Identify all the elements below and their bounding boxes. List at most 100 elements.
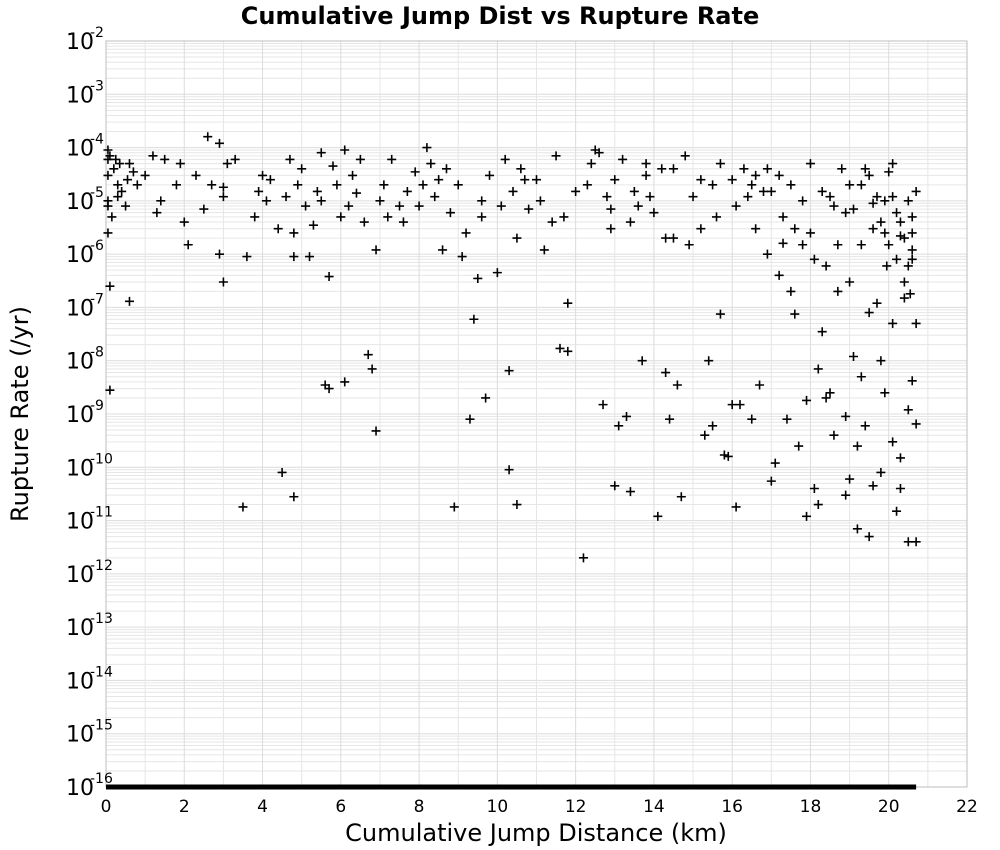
y-axis-ticks: 10-210-310-410-510-610-710-810-910-1010-… xyxy=(66,25,113,801)
data-point xyxy=(825,388,835,398)
data-point xyxy=(258,170,268,180)
data-point xyxy=(719,450,729,460)
data-point xyxy=(809,483,819,493)
data-point xyxy=(798,240,808,250)
data-point xyxy=(238,502,248,512)
data-point xyxy=(610,175,620,185)
data-point xyxy=(868,224,878,234)
data-point xyxy=(618,154,628,164)
data-point xyxy=(481,393,491,403)
data-point xyxy=(289,492,299,502)
y-tick-exponent: -7 xyxy=(90,291,104,307)
data-point xyxy=(387,154,397,164)
data-point xyxy=(289,252,299,262)
data-point xyxy=(903,261,913,271)
data-point xyxy=(152,208,162,218)
y-axis-label: Rupture Rate (/yr) xyxy=(6,306,34,522)
data-point xyxy=(124,159,134,169)
data-point xyxy=(578,553,588,563)
data-point xyxy=(723,451,733,461)
data-point xyxy=(758,186,768,196)
y-tick: 10-10 xyxy=(66,451,113,481)
data-point xyxy=(731,502,741,512)
data-point xyxy=(696,224,706,234)
data-point xyxy=(817,186,827,196)
data-point xyxy=(132,180,142,190)
data-point xyxy=(872,192,882,202)
data-point xyxy=(359,217,369,227)
data-point xyxy=(191,170,201,180)
data-point xyxy=(379,180,389,190)
data-point xyxy=(629,186,639,196)
data-point xyxy=(641,170,651,180)
data-point xyxy=(285,154,295,164)
data-point xyxy=(207,180,217,190)
data-point xyxy=(113,180,123,190)
data-point xyxy=(849,351,859,361)
data-point xyxy=(751,224,761,234)
data-point xyxy=(461,228,471,238)
data-point xyxy=(109,164,119,174)
data-point xyxy=(107,212,117,222)
y-tick: 10-6 xyxy=(66,238,104,268)
data-point xyxy=(422,143,432,153)
data-point xyxy=(888,318,898,328)
data-point xyxy=(261,196,271,206)
y-tick-base: 10 xyxy=(66,456,94,481)
data-point xyxy=(340,145,350,155)
data-point xyxy=(735,400,745,410)
data-point xyxy=(426,159,436,169)
data-point xyxy=(676,492,686,502)
data-point xyxy=(477,196,487,206)
data-point xyxy=(606,224,616,234)
data-point xyxy=(214,249,224,259)
data-point xyxy=(747,414,757,424)
data-point xyxy=(888,159,898,169)
data-point xyxy=(762,249,772,259)
y-tick: 10-9 xyxy=(66,398,104,428)
y-tick-exponent: -8 xyxy=(90,345,104,361)
data-point xyxy=(160,154,170,164)
data-point xyxy=(895,483,905,493)
x-tick-label: 20 xyxy=(878,797,900,817)
x-tick-label: 22 xyxy=(956,797,978,817)
y-tick-base: 10 xyxy=(66,137,94,162)
data-point xyxy=(672,380,682,390)
data-point xyxy=(128,167,138,177)
data-point xyxy=(222,159,232,169)
data-point xyxy=(856,240,866,250)
data-point xyxy=(492,268,502,278)
data-point xyxy=(590,145,600,155)
data-point xyxy=(203,132,213,142)
data-point xyxy=(242,252,252,262)
data-point xyxy=(465,414,475,424)
x-tick-label: 18 xyxy=(800,797,822,817)
data-point xyxy=(336,212,346,222)
data-point xyxy=(512,500,522,510)
data-point xyxy=(747,180,757,190)
data-point xyxy=(171,180,181,190)
y-tick: 10-5 xyxy=(66,185,104,215)
data-point xyxy=(888,437,898,447)
data-point xyxy=(905,289,915,299)
data-point xyxy=(148,151,158,161)
y-tick-base: 10 xyxy=(66,776,94,801)
x-axis-label: Cumulative Jump Distance (km) xyxy=(345,819,727,847)
data-point xyxy=(739,164,749,174)
data-point xyxy=(111,154,121,164)
data-point xyxy=(876,217,886,227)
data-point xyxy=(355,154,365,164)
y-tick: 10-13 xyxy=(66,611,113,641)
data-point xyxy=(668,164,678,174)
data-point xyxy=(892,254,902,264)
data-point xyxy=(199,204,209,214)
y-tick-exponent: -2 xyxy=(90,25,104,41)
data-point xyxy=(457,252,467,262)
data-point xyxy=(907,376,917,386)
data-point xyxy=(688,192,698,202)
data-point xyxy=(864,308,874,318)
data-point xyxy=(214,138,224,148)
data-point xyxy=(813,364,823,374)
y-tick: 10-2 xyxy=(66,25,104,55)
